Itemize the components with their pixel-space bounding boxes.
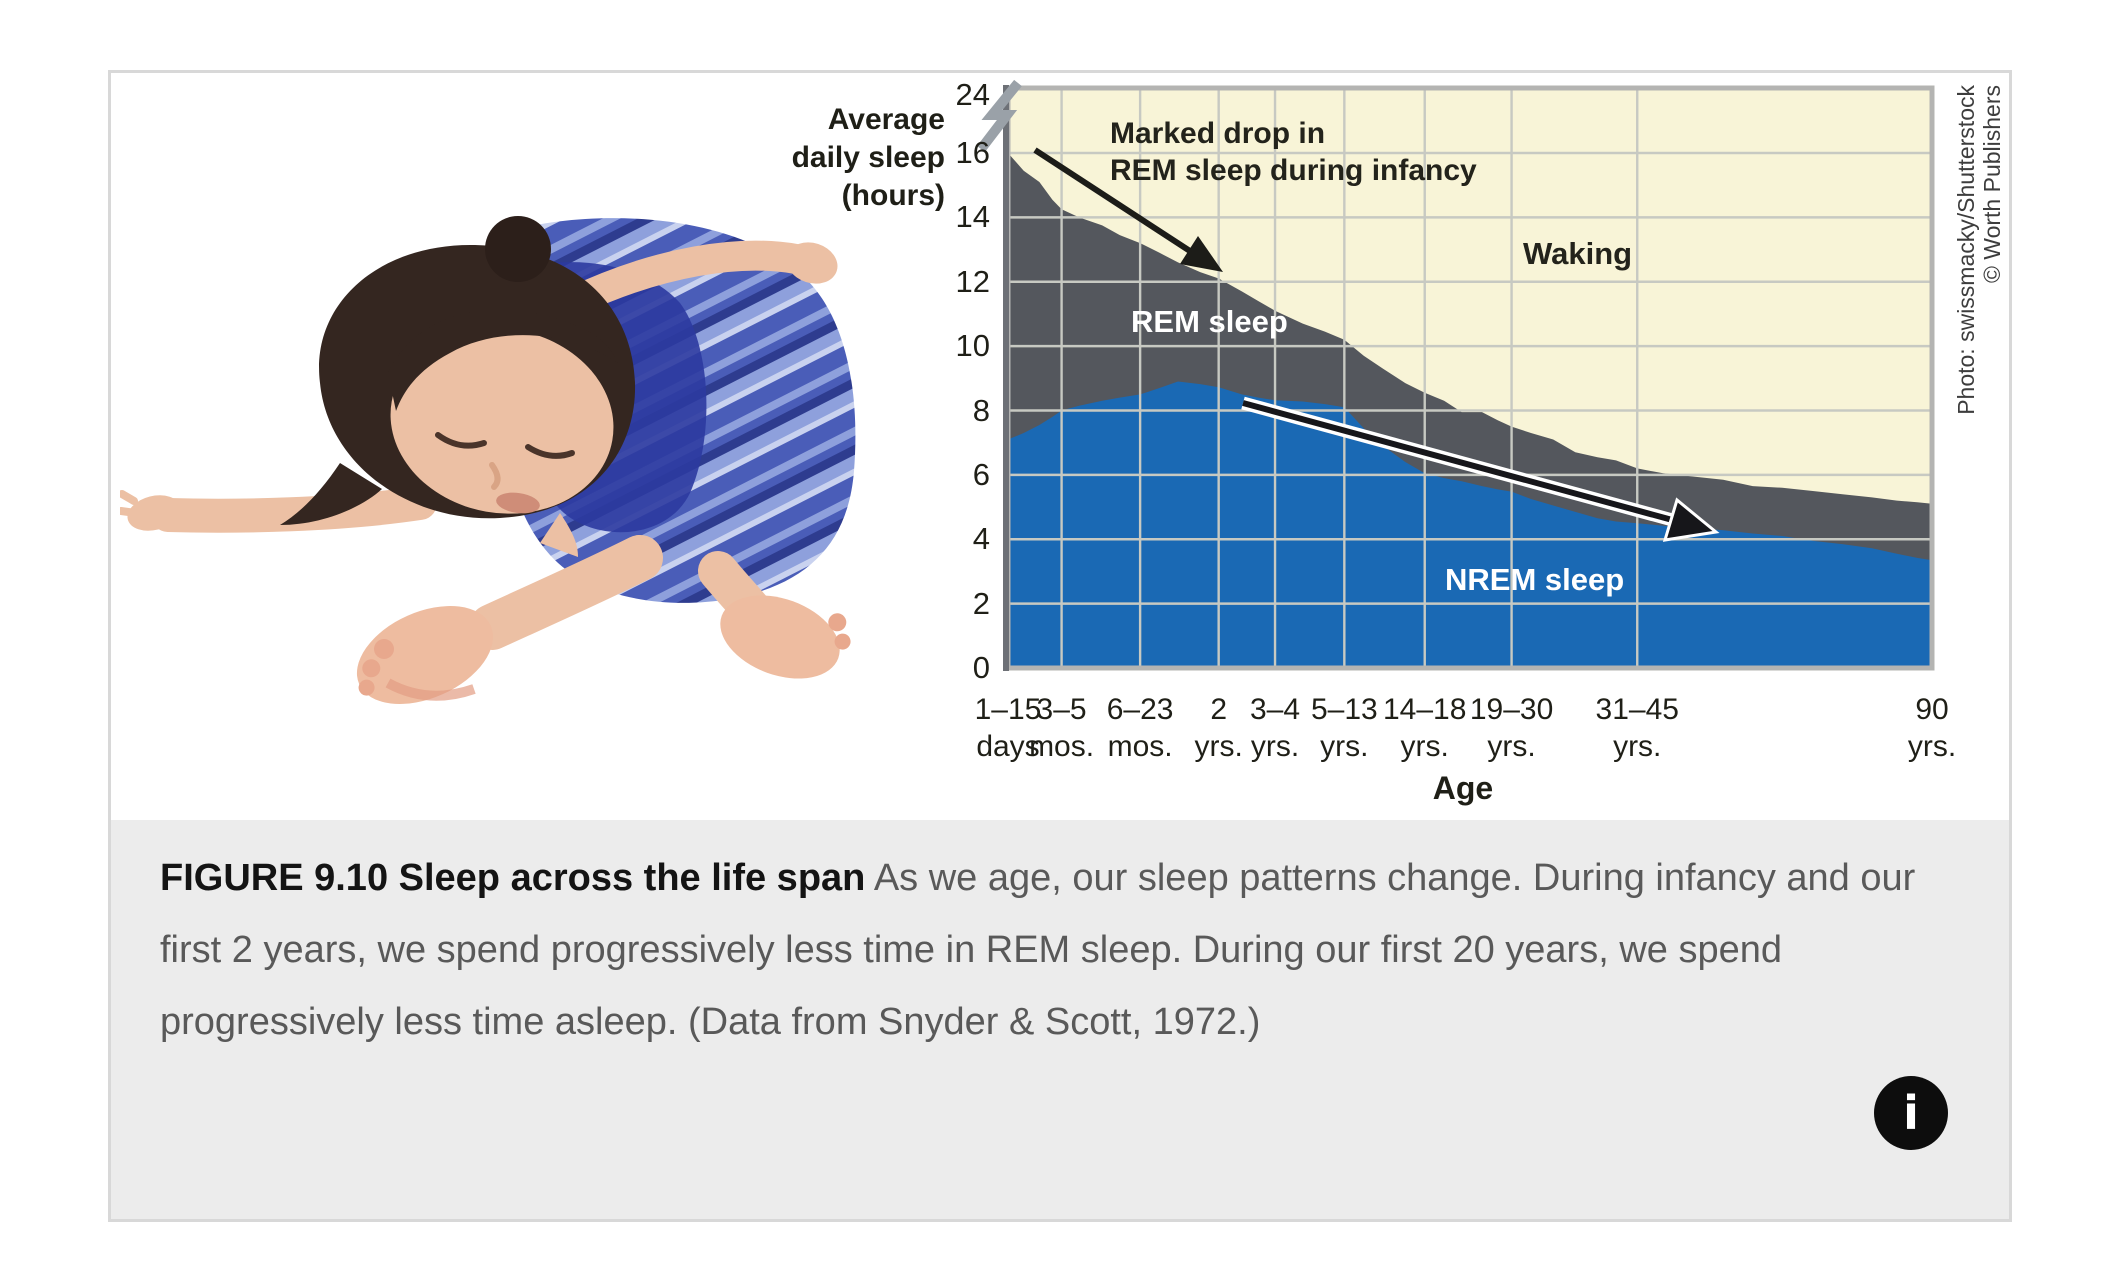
rem-area-label: REM sleep — [1131, 304, 1288, 339]
caption-lead: FIGURE 9.10 Sleep across the life span — [160, 857, 866, 899]
y-tick-label: 0 — [972, 650, 990, 685]
x-tick-label: 6–23 mos. — [1106, 693, 1174, 763]
axis-break-icon — [977, 79, 1022, 153]
nrem-area-label: NREM sleep — [1445, 562, 1625, 597]
y-tick-label: 8 — [972, 392, 990, 428]
child-hand — [127, 495, 181, 531]
y-tick-label: 16 — [955, 135, 990, 170]
x-axis-title: Age — [1432, 770, 1494, 806]
sleep-lifespan-chart — [977, 79, 1935, 671]
y-tick-label: 12 — [955, 263, 990, 299]
sleep-decline-arrow — [1662, 497, 1720, 542]
y-tick-label: 10 — [955, 328, 990, 364]
rem-drop-arrow — [1180, 236, 1223, 272]
hair-bun — [485, 216, 551, 282]
child-arm — [151, 486, 437, 533]
child-second-foot — [720, 595, 840, 679]
y-axis-title: Average daily sleep (hours) — [791, 103, 945, 212]
x-tick-label: 3–4 yrs. — [1250, 693, 1301, 763]
rem-drop-annotation: Marked drop in REM sleep during infancy — [1110, 117, 1477, 187]
x-tick-label: 19–30 yrs. — [1469, 693, 1554, 763]
y-tick-label: 4 — [972, 521, 990, 557]
figure-panel: Average daily sleep (hours) 0 2 4 6 8 10 12 14 1… — [111, 73, 2009, 820]
x-tick-label: 5–13 yrs. — [1310, 693, 1378, 763]
child-leg — [469, 535, 663, 650]
x-tick-label: 3–5 mos. — [1029, 693, 1095, 763]
x-tick-label: 1–15 days — [974, 693, 1042, 763]
info-button[interactable]: i — [1874, 1076, 1948, 1150]
nrem-sleep-area — [1008, 381, 1932, 668]
x-tick-label: 14–18 yrs. — [1383, 693, 1467, 763]
y-tick-label: 14 — [955, 199, 990, 235]
y-tick-label: 6 — [972, 456, 990, 492]
closed-eye — [525, 444, 575, 459]
info-icon: i — [1903, 1086, 1919, 1140]
figure-caption: FIGURE 9.10 Sleep across the life span A… — [160, 842, 1975, 1058]
child-mouth — [496, 492, 540, 514]
child-fist — [786, 242, 838, 284]
caption-body: As we age, our sleep patterns change. Du… — [160, 857, 1916, 1043]
hair-fringe — [388, 309, 618, 411]
child-face — [390, 328, 614, 514]
y-tick-label: 24 — [955, 77, 990, 112]
child-upper-arm — [560, 240, 811, 316]
closed-eye — [435, 432, 487, 449]
x-tick-label: 31–45 yrs. — [1595, 693, 1679, 763]
sleeping-child-photo — [120, 216, 856, 704]
y-tick-label: 2 — [972, 585, 990, 621]
photo-credit: Photo: swissmacky/Shutterstock © Worth P… — [1953, 85, 2005, 415]
x-tick-label: 90 yrs. — [1907, 693, 1957, 763]
caption-panel: FIGURE 9.10 Sleep across the life span A… — [111, 820, 2009, 1219]
x-tick-label: 2 yrs. — [1194, 693, 1243, 763]
figure-card: Average daily sleep (hours) 0 2 4 6 8 10 12 14 1… — [108, 70, 2012, 1222]
waking-area-label: Waking — [1523, 236, 1633, 271]
